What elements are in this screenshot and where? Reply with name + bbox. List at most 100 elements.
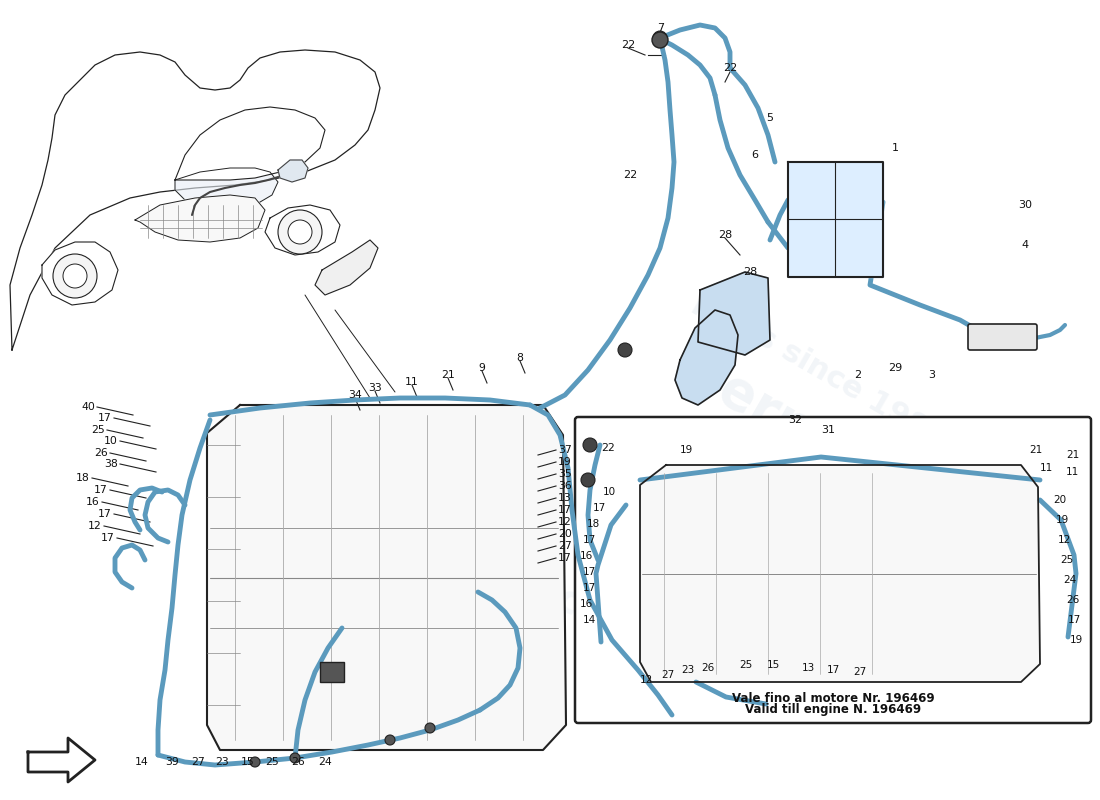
Bar bbox=[320, 662, 344, 682]
Text: 26: 26 bbox=[702, 663, 715, 673]
Polygon shape bbox=[207, 405, 566, 750]
Polygon shape bbox=[278, 160, 308, 182]
Text: 19: 19 bbox=[680, 445, 693, 455]
Text: 22: 22 bbox=[723, 63, 737, 73]
Text: parts since 1985: parts since 1985 bbox=[689, 286, 950, 454]
Text: 17: 17 bbox=[98, 413, 112, 423]
Text: 25: 25 bbox=[265, 757, 279, 767]
Text: 1: 1 bbox=[891, 143, 899, 153]
Text: 24: 24 bbox=[1063, 575, 1076, 585]
Text: 17: 17 bbox=[593, 503, 606, 513]
Text: 13: 13 bbox=[802, 663, 815, 673]
Text: 38: 38 bbox=[104, 459, 118, 469]
Text: 16: 16 bbox=[580, 551, 593, 561]
Text: 25: 25 bbox=[91, 425, 104, 435]
Text: 21: 21 bbox=[441, 370, 455, 380]
Text: 17: 17 bbox=[95, 485, 108, 495]
Text: 28: 28 bbox=[718, 230, 733, 240]
Text: 26: 26 bbox=[95, 448, 108, 458]
Text: 5: 5 bbox=[767, 113, 773, 123]
Text: 21: 21 bbox=[1030, 445, 1043, 455]
Circle shape bbox=[583, 438, 597, 452]
Text: 9: 9 bbox=[478, 363, 485, 373]
Text: 11: 11 bbox=[1040, 463, 1053, 473]
Text: 13: 13 bbox=[558, 493, 572, 503]
Text: 19: 19 bbox=[1056, 515, 1069, 525]
Text: 11: 11 bbox=[1066, 467, 1079, 477]
Text: 10: 10 bbox=[603, 487, 616, 497]
Text: 40: 40 bbox=[81, 402, 95, 412]
Text: 23: 23 bbox=[216, 757, 229, 767]
Text: 11: 11 bbox=[405, 377, 419, 387]
Text: 21: 21 bbox=[1066, 450, 1079, 460]
Text: 29: 29 bbox=[888, 363, 902, 373]
Text: 3: 3 bbox=[928, 370, 935, 380]
Text: 19: 19 bbox=[1070, 635, 1084, 645]
Circle shape bbox=[425, 723, 435, 733]
Text: 2: 2 bbox=[855, 370, 861, 380]
Text: 22: 22 bbox=[620, 40, 635, 50]
Text: 20: 20 bbox=[558, 529, 572, 539]
Text: 12: 12 bbox=[88, 521, 102, 531]
Text: 35: 35 bbox=[558, 469, 572, 479]
Text: 12: 12 bbox=[558, 517, 572, 527]
Text: 39: 39 bbox=[165, 757, 179, 767]
FancyBboxPatch shape bbox=[968, 324, 1037, 350]
Circle shape bbox=[278, 210, 322, 254]
Text: 16: 16 bbox=[580, 599, 593, 609]
Text: 30: 30 bbox=[1018, 200, 1032, 210]
Text: 6: 6 bbox=[751, 150, 759, 160]
Text: Vale fino al motore Nr. 196469: Vale fino al motore Nr. 196469 bbox=[732, 691, 934, 705]
Polygon shape bbox=[10, 50, 379, 350]
Text: 17: 17 bbox=[583, 567, 596, 577]
Text: 34: 34 bbox=[348, 390, 362, 400]
Circle shape bbox=[290, 753, 300, 763]
Circle shape bbox=[581, 473, 595, 487]
Text: 26: 26 bbox=[1066, 595, 1079, 605]
Text: 25: 25 bbox=[1060, 555, 1074, 565]
Text: 27: 27 bbox=[558, 541, 572, 551]
Circle shape bbox=[652, 32, 668, 48]
Text: Ferrari parts since 1985: Ferrari parts since 1985 bbox=[243, 402, 717, 698]
Text: 17: 17 bbox=[583, 583, 596, 593]
Text: 17: 17 bbox=[558, 505, 572, 515]
Polygon shape bbox=[788, 162, 883, 277]
Text: 22: 22 bbox=[623, 170, 637, 180]
Text: 22: 22 bbox=[601, 443, 615, 453]
Text: 18: 18 bbox=[586, 519, 600, 529]
Text: 8: 8 bbox=[517, 353, 524, 363]
Text: 14: 14 bbox=[583, 615, 596, 625]
Polygon shape bbox=[135, 195, 265, 242]
Circle shape bbox=[53, 254, 97, 298]
Text: 36: 36 bbox=[558, 481, 572, 491]
Circle shape bbox=[63, 264, 87, 288]
Circle shape bbox=[653, 31, 667, 45]
Text: 17: 17 bbox=[583, 535, 596, 545]
Text: 24: 24 bbox=[318, 757, 332, 767]
Text: 19: 19 bbox=[558, 457, 572, 467]
Polygon shape bbox=[175, 168, 278, 210]
Text: 20: 20 bbox=[1053, 495, 1066, 505]
Text: 17: 17 bbox=[558, 553, 572, 563]
Polygon shape bbox=[42, 242, 118, 305]
Polygon shape bbox=[698, 272, 770, 355]
Text: 17: 17 bbox=[826, 665, 839, 675]
Text: 27: 27 bbox=[854, 667, 867, 677]
Text: 27: 27 bbox=[661, 670, 674, 680]
Circle shape bbox=[250, 757, 260, 767]
Text: 12: 12 bbox=[639, 675, 652, 685]
Text: Valid till engine N. 196469: Valid till engine N. 196469 bbox=[745, 703, 921, 717]
Text: 33: 33 bbox=[368, 383, 382, 393]
Text: 16: 16 bbox=[86, 497, 100, 507]
Text: 32: 32 bbox=[788, 415, 802, 425]
Polygon shape bbox=[315, 240, 378, 295]
Text: Ferrari: Ferrari bbox=[680, 347, 880, 493]
Text: 17: 17 bbox=[101, 533, 116, 543]
Circle shape bbox=[618, 343, 632, 357]
Text: 26: 26 bbox=[292, 757, 305, 767]
Text: 17: 17 bbox=[1068, 615, 1081, 625]
Text: 31: 31 bbox=[821, 425, 835, 435]
Circle shape bbox=[385, 735, 395, 745]
Polygon shape bbox=[675, 310, 738, 405]
Text: 10: 10 bbox=[104, 436, 118, 446]
